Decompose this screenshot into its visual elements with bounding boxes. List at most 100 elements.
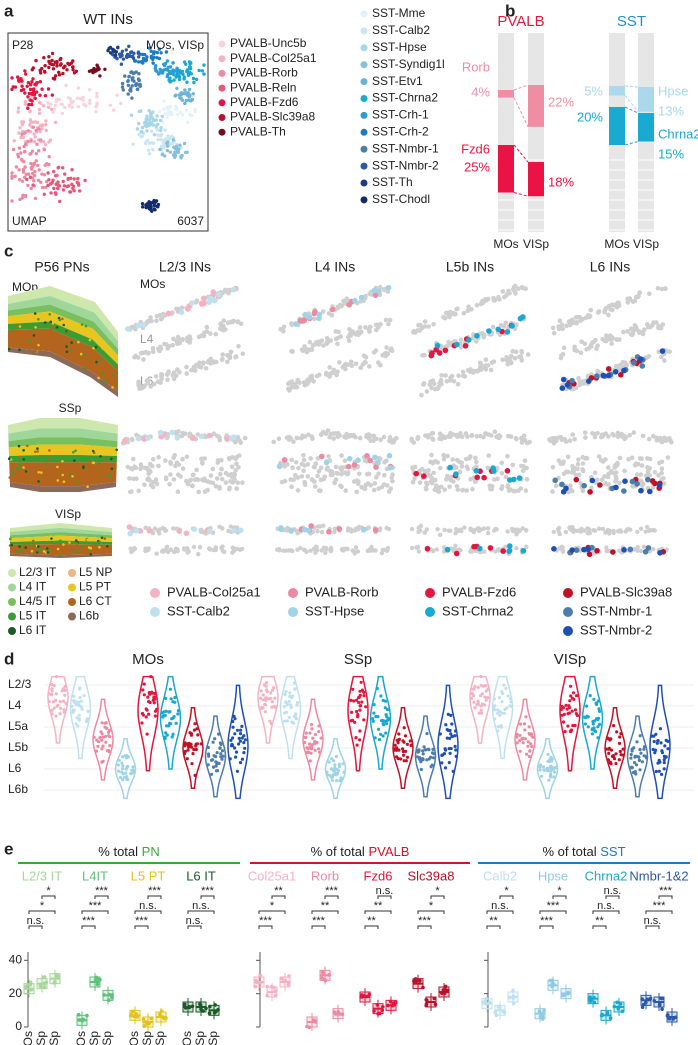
in-dot: [330, 307, 336, 313]
cell-dot: [156, 464, 161, 469]
violin-dot: [314, 733, 317, 736]
cell-dot: [564, 324, 569, 329]
umap-dot: [38, 94, 41, 97]
violin-dot: [108, 744, 111, 747]
pn-dot: [37, 480, 40, 483]
legend-label: SST-Mme: [372, 6, 426, 20]
cell-dot: [339, 453, 344, 458]
cell-dot: [301, 469, 306, 474]
violin-dot: [397, 757, 400, 760]
cell-dot: [486, 453, 491, 458]
cell-dot: [494, 527, 498, 531]
umap-dot: [113, 50, 116, 53]
violin-dot: [548, 760, 551, 763]
violin-dot: [220, 743, 223, 746]
cell-dot: [229, 524, 233, 528]
cell-dot: [209, 473, 214, 478]
cell-dot: [172, 550, 176, 554]
cell-dot: [382, 548, 386, 552]
cell-dot: [447, 484, 452, 489]
cell-dot: [491, 360, 496, 365]
violin-dot: [356, 744, 359, 747]
cell-dot: [617, 434, 622, 439]
pn-dot: [62, 543, 65, 546]
violin-dot: [641, 760, 644, 763]
violin-dot: [95, 750, 98, 753]
cell-dot: [285, 462, 290, 467]
cell-dot: [424, 487, 429, 492]
violin-dot: [639, 734, 642, 737]
violin-dot: [658, 770, 661, 773]
cell-dot: [349, 360, 354, 365]
bar-track: [528, 33, 544, 232]
sample-dot: [589, 999, 593, 1003]
violin-dot: [214, 755, 217, 758]
pn-dot: [16, 325, 19, 328]
cell-dot: [496, 295, 501, 300]
pn-dot: [33, 545, 36, 548]
sample-dot: [184, 1006, 188, 1010]
cell-dot: [486, 297, 491, 302]
cell-dot: [455, 434, 460, 439]
umap-dot: [38, 108, 41, 111]
violin-dot: [454, 748, 457, 751]
violin-dot: [620, 753, 623, 756]
cell-dot: [473, 369, 478, 374]
cell-dot: [416, 530, 420, 534]
cell-dot: [127, 476, 132, 481]
sample-dot: [336, 1010, 340, 1014]
legend-swatch: [219, 55, 226, 62]
pn-dot: [113, 353, 116, 356]
umap-dot: [31, 77, 34, 80]
umap-dot: [186, 121, 189, 124]
violin-dot: [54, 714, 57, 717]
violin-dot: [48, 700, 51, 703]
violin-dot: [503, 712, 506, 715]
umap-dot: [88, 99, 91, 102]
umap-dot: [88, 102, 91, 105]
cell-dot: [191, 473, 196, 478]
cell-dot: [176, 489, 181, 494]
legend-label: PVALB-Fzd6: [230, 95, 299, 109]
umap-dot: [185, 93, 188, 96]
pn-dot: [48, 549, 51, 552]
pn-dot: [9, 476, 12, 479]
violin-dot: [564, 704, 567, 707]
violin-dot: [50, 709, 53, 712]
cell-dot: [196, 490, 201, 495]
cell-dot: [372, 488, 377, 493]
pn-dot: [8, 348, 11, 351]
pn-dot: [53, 538, 56, 541]
pn-dot: [56, 326, 59, 329]
violin-dot: [293, 687, 296, 690]
umap-dot: [132, 143, 135, 146]
cell-dot: [478, 434, 483, 439]
umap-dot: [172, 69, 175, 72]
in-dot: [352, 462, 358, 468]
pn-dot: [27, 549, 30, 552]
cell-dot: [668, 439, 673, 444]
violin-dot: [409, 739, 412, 742]
umap-dot: [39, 69, 42, 72]
x-label: VISp: [206, 1031, 220, 1045]
cell-dot: [180, 305, 185, 310]
cell-dot: [310, 347, 315, 352]
umap-dot: [39, 181, 42, 184]
pn-dot: [68, 541, 71, 544]
umap-dot: [27, 129, 30, 132]
cell-dot: [593, 471, 598, 476]
cell-dot: [435, 527, 439, 531]
cell-dot: [388, 318, 393, 323]
cell-dot: [219, 458, 224, 463]
violin-dot: [106, 749, 109, 752]
cell-dot: [477, 526, 481, 530]
umap-dot: [157, 203, 160, 206]
in-dot: [361, 527, 367, 533]
violin-dot: [376, 687, 379, 690]
cell-dot: [632, 430, 637, 435]
cell-dot: [289, 321, 294, 326]
legend-swatch: [219, 114, 226, 121]
sample-dot: [323, 978, 327, 982]
violin-dot: [148, 693, 151, 696]
violin: [348, 677, 368, 771]
